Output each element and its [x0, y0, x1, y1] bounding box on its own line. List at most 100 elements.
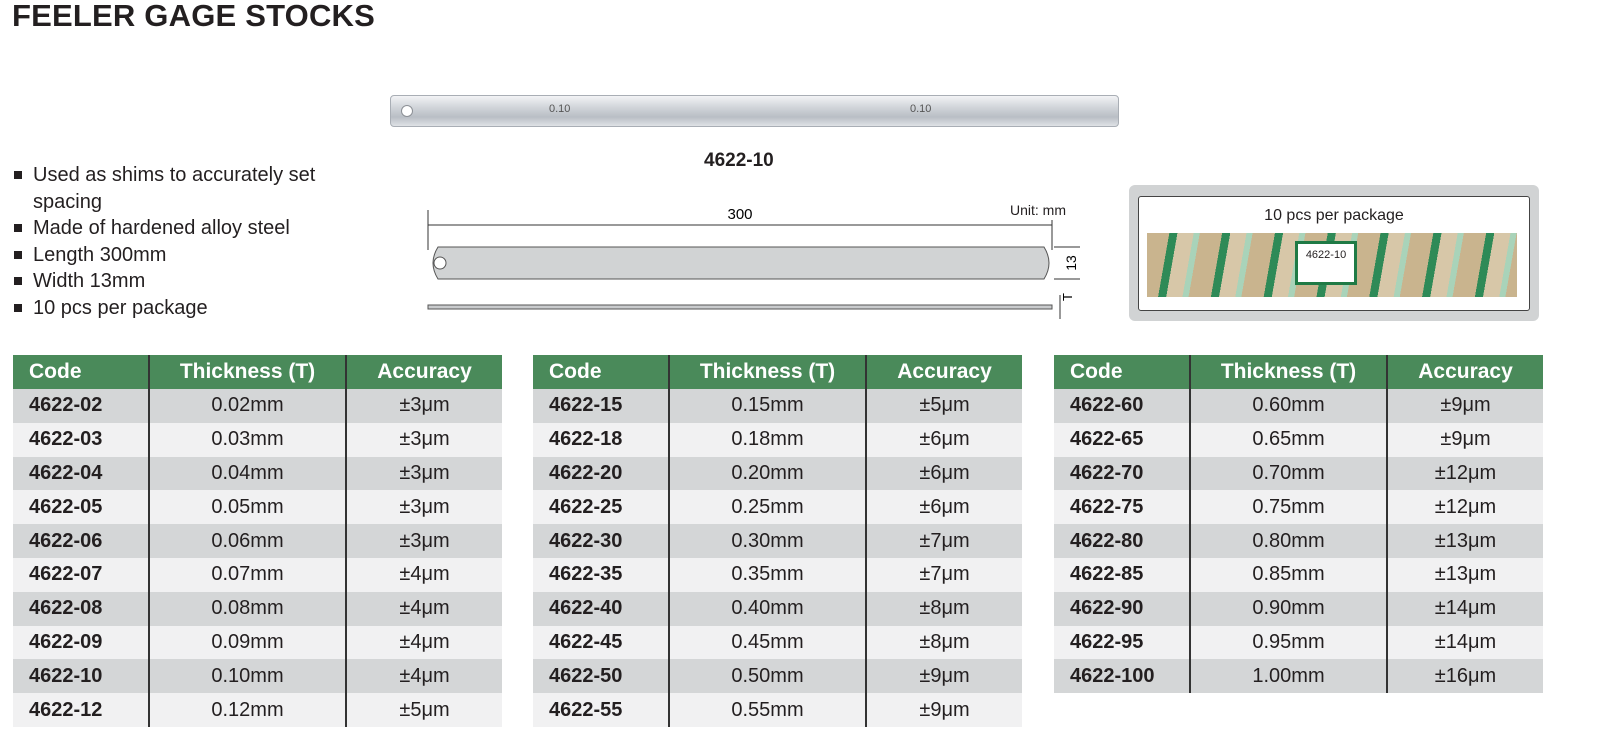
- package-label: 10 pcs per package: [1264, 207, 1404, 224]
- code-cell: 4622-70: [1070, 461, 1144, 484]
- column-header: Accuracy: [345, 355, 502, 389]
- gauge-hole: [433, 256, 447, 270]
- accuracy-cell: ±6μm: [865, 456, 1022, 491]
- table-row: 4622-07 0.07mm ±4μm: [13, 557, 502, 592]
- table-row: 4622-45 0.45mm ±8μm: [533, 625, 1022, 660]
- table-row: 4622-20 0.20mm ±6μm: [533, 456, 1022, 491]
- dimension-drawing: 300 13 T: [427, 206, 1080, 319]
- thickness-cell: 0.06mm: [148, 524, 346, 558]
- feeler-gauge-photo: 0.10 0.10: [390, 95, 1119, 127]
- thickness-cell: 1.00mm: [1189, 659, 1387, 694]
- spec-table-2: Code Thickness (T) Accuracy 4622-15 0.15mm ±5…: [533, 355, 1022, 727]
- accuracy-cell: ±4μm: [345, 659, 502, 694]
- column-header: Thickness (T): [668, 355, 866, 389]
- column-header: Code: [1054, 355, 1190, 389]
- code-cell: 4622-60: [1070, 394, 1144, 417]
- thickness-cell: 0.45mm: [668, 625, 866, 660]
- thickness-label: T: [1060, 293, 1075, 301]
- thickness-cell: 0.65mm: [1189, 422, 1387, 457]
- code-cell: 4622-02: [29, 394, 103, 417]
- code-cell: 4622-07: [29, 563, 103, 586]
- accuracy-cell: ±3μm: [345, 422, 502, 457]
- table-row: 4622-09 0.09mm ±4μm: [13, 625, 502, 660]
- feature-item: Used as shims to accurately set spacing: [12, 162, 333, 215]
- table-row: 4622-02 0.02mm ±3μm: [13, 389, 502, 423]
- code-cell: 4622-85: [1070, 563, 1144, 586]
- table-row: 4622-75 0.75mm ±12μm: [1054, 490, 1543, 525]
- package-photo: 4622-10: [1147, 233, 1517, 297]
- accuracy-cell: ±14μm: [1386, 625, 1543, 660]
- code-cell: 4622-35: [549, 563, 623, 586]
- code-cell: 4622-09: [29, 630, 103, 653]
- column-header: Code: [533, 355, 669, 389]
- thickness-cell: 0.35mm: [668, 557, 866, 592]
- table-row: 4622-50 0.50mm ±9μm: [533, 659, 1022, 694]
- accuracy-cell: ±4μm: [345, 557, 502, 592]
- thickness-cell: 0.09mm: [148, 625, 346, 660]
- thickness-cell: 0.08mm: [148, 591, 346, 626]
- table-row: 4622-95 0.95mm ±14μm: [1054, 625, 1543, 660]
- code-cell: 4622-50: [549, 664, 623, 687]
- unit-label: Unit: mm: [1010, 202, 1066, 218]
- code-cell: 4622-06: [29, 529, 103, 552]
- table-row: 4622-60 0.60mm ±9μm: [1054, 389, 1543, 423]
- package-panel: 10 pcs per package 4622-10: [1129, 185, 1539, 321]
- feature-item: Length 300mm: [12, 242, 333, 269]
- code-cell: 4622-95: [1070, 630, 1144, 653]
- accuracy-cell: ±4μm: [345, 591, 502, 626]
- accuracy-cell: ±6μm: [865, 422, 1022, 457]
- accuracy-cell: ±9μm: [1386, 389, 1543, 423]
- feature-item: 10 pcs per package: [12, 295, 333, 322]
- gauge-side-view: [427, 304, 1053, 310]
- thickness-cell: 0.05mm: [148, 490, 346, 525]
- code-cell: 4622-10: [29, 664, 103, 687]
- table-row: 4622-65 0.65mm ±9μm: [1054, 422, 1543, 457]
- thickness-cell: 0.10mm: [148, 659, 346, 694]
- feature-item: Width 13mm: [12, 268, 333, 295]
- thickness-cell: 0.85mm: [1189, 557, 1387, 592]
- code-cell: 4622-90: [1070, 597, 1144, 620]
- table-row: 4622-100 1.00mm ±16μm: [1054, 659, 1543, 694]
- spec-table-1: Code Thickness (T) Accuracy 4622-02 0.02mm ±3…: [13, 355, 502, 727]
- gauge-hole: [401, 105, 413, 117]
- column-header: Accuracy: [865, 355, 1022, 389]
- length-label: 300: [727, 206, 752, 223]
- page-title: FEELER GAGE STOCKS: [12, 0, 376, 33]
- table-row: 4622-03 0.03mm ±3μm: [13, 422, 502, 457]
- thickness-cell: 0.02mm: [148, 389, 346, 423]
- code-cell: 4622-05: [29, 495, 103, 518]
- code-cell: 4622-75: [1070, 495, 1144, 518]
- table-row: 4622-55 0.55mm ±9μm: [533, 693, 1022, 727]
- accuracy-cell: ±3μm: [345, 490, 502, 525]
- accuracy-cell: ±3μm: [345, 524, 502, 558]
- thickness-cell: 0.60mm: [1189, 389, 1387, 423]
- thickness-cell: 0.25mm: [668, 490, 866, 525]
- code-cell: 4622-15: [549, 394, 623, 417]
- accuracy-cell: ±13μm: [1386, 557, 1543, 592]
- table-row: 4622-06 0.06mm ±3μm: [13, 524, 502, 558]
- code-cell: 4622-65: [1070, 428, 1144, 451]
- thickness-cell: 0.40mm: [668, 591, 866, 626]
- accuracy-cell: ±12μm: [1386, 490, 1543, 525]
- code-cell: 4622-100: [1070, 664, 1155, 687]
- thickness-cell: 0.95mm: [1189, 625, 1387, 660]
- spec-table-3: Code Thickness (T) Accuracy 4622-60 0.60mm ±9…: [1054, 355, 1543, 694]
- thickness-cell: 0.70mm: [1189, 456, 1387, 491]
- table-row: 4622-15 0.15mm ±5μm: [533, 389, 1022, 423]
- gauge-marking: 0.10: [549, 103, 571, 115]
- gauge-top-view: [432, 246, 1050, 280]
- feature-item: Made of hardened alloy steel: [12, 215, 333, 242]
- thickness-cell: 0.55mm: [668, 693, 866, 727]
- thickness-cell: 0.80mm: [1189, 524, 1387, 558]
- accuracy-cell: ±7μm: [865, 524, 1022, 558]
- thickness-cell: 0.18mm: [668, 422, 866, 457]
- code-cell: 4622-08: [29, 597, 103, 620]
- gauge-marking: 0.10: [910, 103, 932, 115]
- table-row: 4622-40 0.40mm ±8μm: [533, 591, 1022, 626]
- accuracy-cell: ±3μm: [345, 456, 502, 491]
- accuracy-cell: ±12μm: [1386, 456, 1543, 491]
- code-cell: 4622-45: [549, 630, 623, 653]
- code-cell: 4622-80: [1070, 529, 1144, 552]
- photo-caption: 4622-10: [704, 150, 774, 171]
- table-row: 4622-80 0.80mm ±13μm: [1054, 524, 1543, 558]
